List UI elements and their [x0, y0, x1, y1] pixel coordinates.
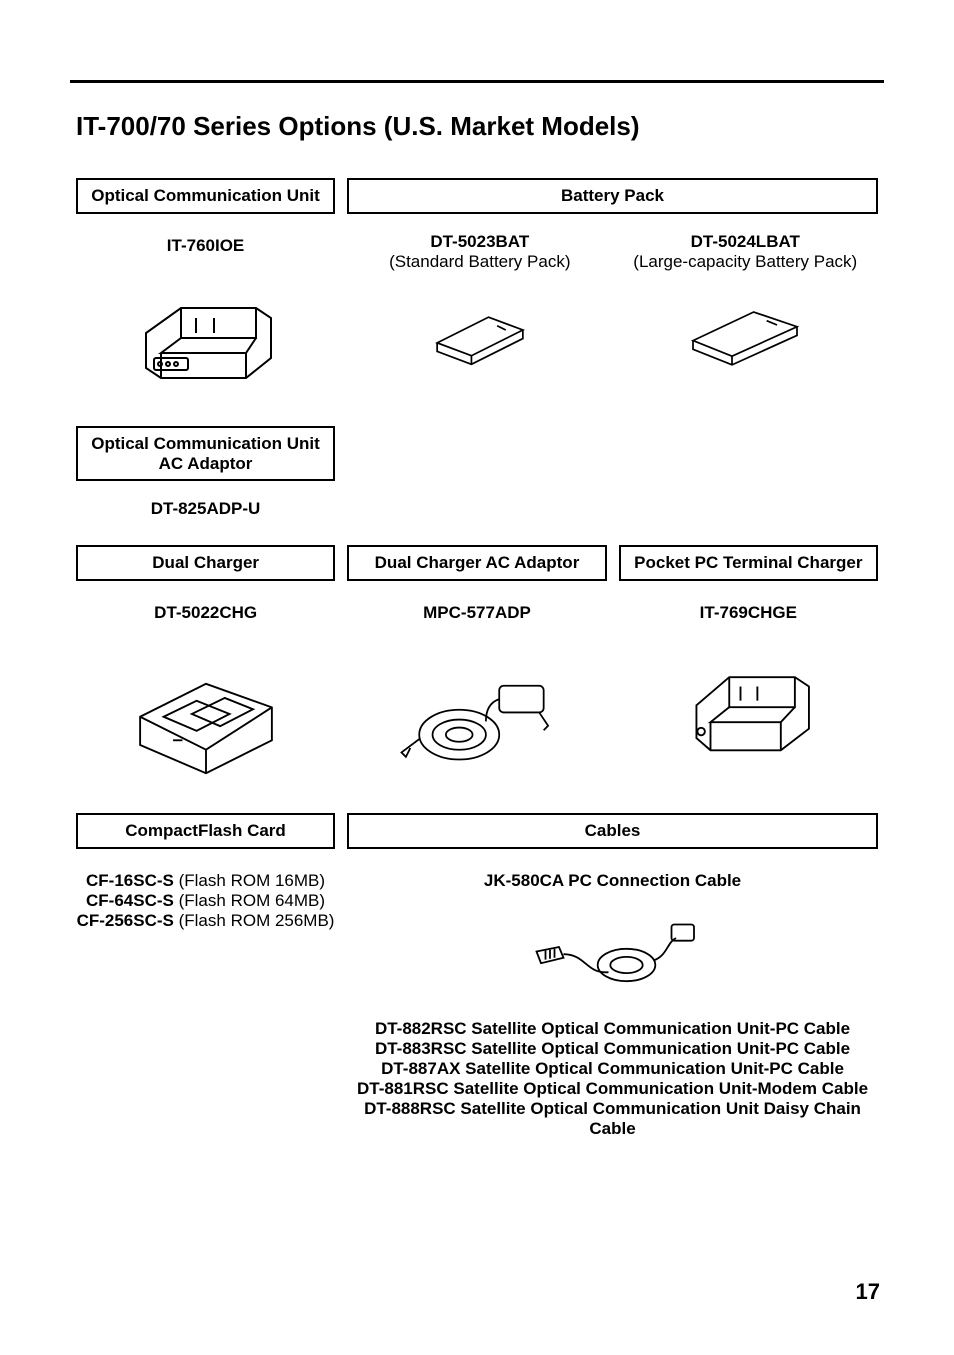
cables-pc-conn: JK-580CA PC Connection Cable [347, 871, 878, 891]
cables-header: Cables [347, 813, 878, 849]
optical-comm-adaptor-header: Optical Communication Unit AC Adaptor [76, 426, 335, 481]
cf-card-item: CF-64SC-S (Flash ROM 64MB) [76, 891, 335, 911]
optical-comm-unit-illustration [76, 268, 335, 398]
cf-card-model: CF-64SC-S [86, 891, 174, 910]
cable-item: DT-883RSC Satellite Optical Communicatio… [347, 1039, 878, 1059]
optical-comm-adaptor-model: DT-825ADP-U [76, 499, 335, 519]
cf-card-desc: (Flash ROM 64MB) [179, 891, 325, 910]
terminal-charger-header: Pocket PC Terminal Charger [619, 545, 878, 581]
optical-comm-unit-model: IT-760IOE [76, 236, 335, 256]
battery-std-sub: (Standard Battery Pack) [353, 252, 606, 272]
optical-comm-unit-header: Optical Communication Unit [76, 178, 335, 214]
battery-lg-model: DT-5024LBAT [619, 232, 872, 252]
dual-charger-header: Dual Charger [76, 545, 335, 581]
cable-item: DT-881RSC Satellite Optical Communicatio… [347, 1079, 878, 1099]
cable-item: DT-888RSC Satellite Optical Communicatio… [347, 1099, 878, 1139]
cf-card-model: CF-16SC-S [86, 871, 174, 890]
cables-pc-conn-illustration [347, 901, 878, 1001]
page-number: 17 [856, 1279, 880, 1305]
dual-charger-model: DT-5022CHG [76, 603, 335, 623]
dual-charger-adaptor-header: Dual Charger AC Adaptor [347, 545, 606, 581]
dual-charger-illustration [76, 651, 335, 791]
top-rule [70, 80, 884, 83]
cf-card-desc: (Flash ROM 16MB) [179, 871, 325, 890]
dual-charger-adaptor-model: MPC-577ADP [347, 603, 606, 623]
battery-lg-illustration [619, 284, 872, 384]
cf-card-header: CompactFlash Card [76, 813, 335, 849]
terminal-charger-illustration [619, 635, 878, 775]
battery-pack-header: Battery Pack [347, 178, 878, 214]
battery-std-model: DT-5023BAT [353, 232, 606, 252]
cf-card-desc: (Flash ROM 256MB) [179, 911, 335, 930]
cable-item: DT-882RSC Satellite Optical Communicatio… [347, 1019, 878, 1039]
terminal-charger-model: IT-769CHGE [619, 603, 878, 623]
cf-card-item: CF-256SC-S (Flash ROM 256MB) [76, 911, 335, 931]
cable-item: DT-887AX Satellite Optical Communication… [347, 1059, 878, 1079]
page-title: IT-700/70 Series Options (U.S. Market Mo… [76, 111, 884, 142]
optical-comm-adaptor-header-line2: AC Adaptor [159, 454, 253, 473]
cf-card-model: CF-256SC-S [77, 911, 174, 930]
battery-std-illustration [353, 284, 606, 384]
cf-card-item: CF-16SC-S (Flash ROM 16MB) [76, 871, 335, 891]
optical-comm-adaptor-header-line1: Optical Communication Unit [91, 434, 320, 453]
battery-lg-sub: (Large-capacity Battery Pack) [619, 252, 872, 272]
dual-charger-adaptor-illustration [347, 651, 606, 791]
